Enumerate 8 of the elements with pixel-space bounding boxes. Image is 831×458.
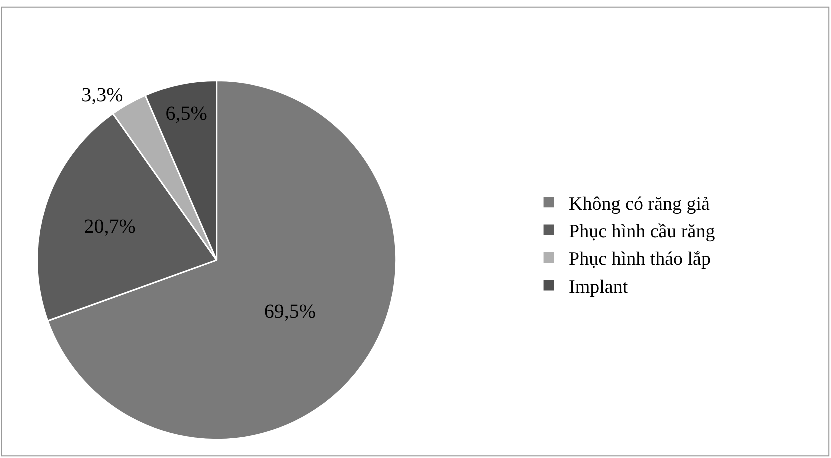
data-label: 69,5% [264, 300, 316, 323]
legend-label: Implant [569, 276, 629, 298]
legend-label: Không có răng giả [569, 194, 710, 215]
data-label: 3,3% [82, 84, 124, 106]
legend-label: Phục hình cầu răng [569, 221, 716, 242]
data-label: 20,7% [84, 216, 136, 238]
data-label: 6,5% [166, 103, 208, 126]
legend-label: Phục hình tháo lắp [569, 249, 711, 270]
